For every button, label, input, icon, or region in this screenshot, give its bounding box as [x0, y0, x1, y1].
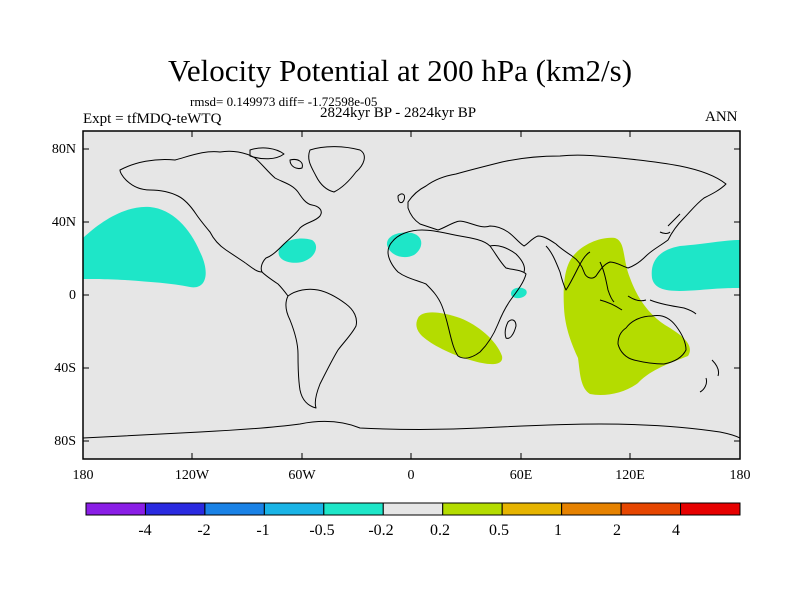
antarctica-coast — [83, 420, 740, 439]
lon-label-60w: 60W — [288, 468, 316, 483]
lat-label-80s: 80S — [54, 434, 76, 449]
arctic-islands-coast — [249, 147, 303, 169]
lat-label-80n: 80N — [51, 142, 76, 157]
colorbar-swatch-3 — [204, 502, 265, 516]
colorbar-swatch-9 — [561, 502, 622, 516]
colorbar-label-9: 2 — [613, 522, 621, 539]
experiment-label: Expt = tfMDQ-teWTQ — [83, 111, 222, 127]
colorbar-label-7: 0.5 — [489, 522, 509, 539]
colorbar-swatch-4 — [263, 502, 325, 516]
colorbar-label-1: -4 — [138, 522, 152, 539]
colorbar-label-4: -0.5 — [309, 522, 335, 539]
west-pacific-negative-region — [651, 240, 740, 291]
indonesia-coast — [599, 295, 697, 315]
colorbar — [85, 502, 741, 516]
arabia-coast — [489, 245, 525, 273]
australia-coast — [617, 315, 687, 365]
north-pacific-negative-region — [83, 206, 206, 288]
colorbar-swatch-6 — [382, 502, 444, 516]
stats-text: rmsd= 0.149973 diff= -1.72598e-05 — [190, 94, 378, 109]
period-label: 2824kyr BP - 2824kyr BP — [320, 105, 477, 121]
greenland-coast — [308, 146, 365, 193]
colorbar-swatch-10 — [620, 502, 682, 516]
colorbar-label-10: 4 — [672, 522, 680, 539]
season-label: ANN — [705, 109, 738, 125]
plot-title: Velocity Potential at 200 hPa (km2/s) — [167, 53, 633, 88]
lon-label-120w: 120W — [174, 468, 210, 483]
lon-label-180-left: 180 — [72, 468, 94, 483]
british-isles-coast — [397, 193, 405, 204]
colorbar-label-5: -0.2 — [368, 522, 394, 539]
map-background — [83, 131, 740, 459]
madagascar-coast — [504, 319, 517, 339]
colorbar-swatch-7 — [442, 502, 503, 516]
central-america-coast — [261, 271, 289, 297]
lon-label-60e: 60E — [509, 468, 533, 483]
new-zealand-coast — [699, 359, 719, 393]
lon-ticks — [191, 131, 631, 459]
lon-label-0: 0 — [407, 468, 415, 483]
colorbar-swatch-1 — [85, 502, 146, 516]
colorbar-label-6: 0.2 — [430, 522, 450, 539]
lat-ticks — [83, 148, 740, 442]
indian-ocean-small-negative-region — [511, 287, 527, 299]
lat-label-0: 0 — [69, 288, 76, 303]
eurasia-coast — [407, 154, 727, 279]
india-coast — [545, 245, 591, 291]
north-america-coast — [119, 150, 322, 273]
caribbean-negative-region — [278, 238, 317, 263]
lat-label-40n: 40N — [51, 215, 76, 230]
colorbar-swatch-2 — [144, 502, 206, 516]
colorbar-label-8: 1 — [554, 522, 562, 539]
japan-coast — [659, 213, 681, 234]
colorbar-label-2: -2 — [197, 522, 211, 539]
coastlines — [83, 146, 740, 439]
south-america-coast — [285, 288, 357, 409]
colorbar-swatch-8 — [501, 502, 563, 516]
colorbar-swatch-11 — [680, 502, 741, 516]
colorbar-swatch-5 — [323, 502, 384, 516]
lon-label-180-right: 180 — [729, 468, 751, 483]
lon-label-120e: 120E — [615, 468, 645, 483]
southeast-asia-coast — [599, 261, 615, 303]
lat-label-40s: 40S — [54, 361, 76, 376]
africa-coast — [387, 229, 527, 359]
colorbar-label-3: -1 — [256, 522, 270, 539]
